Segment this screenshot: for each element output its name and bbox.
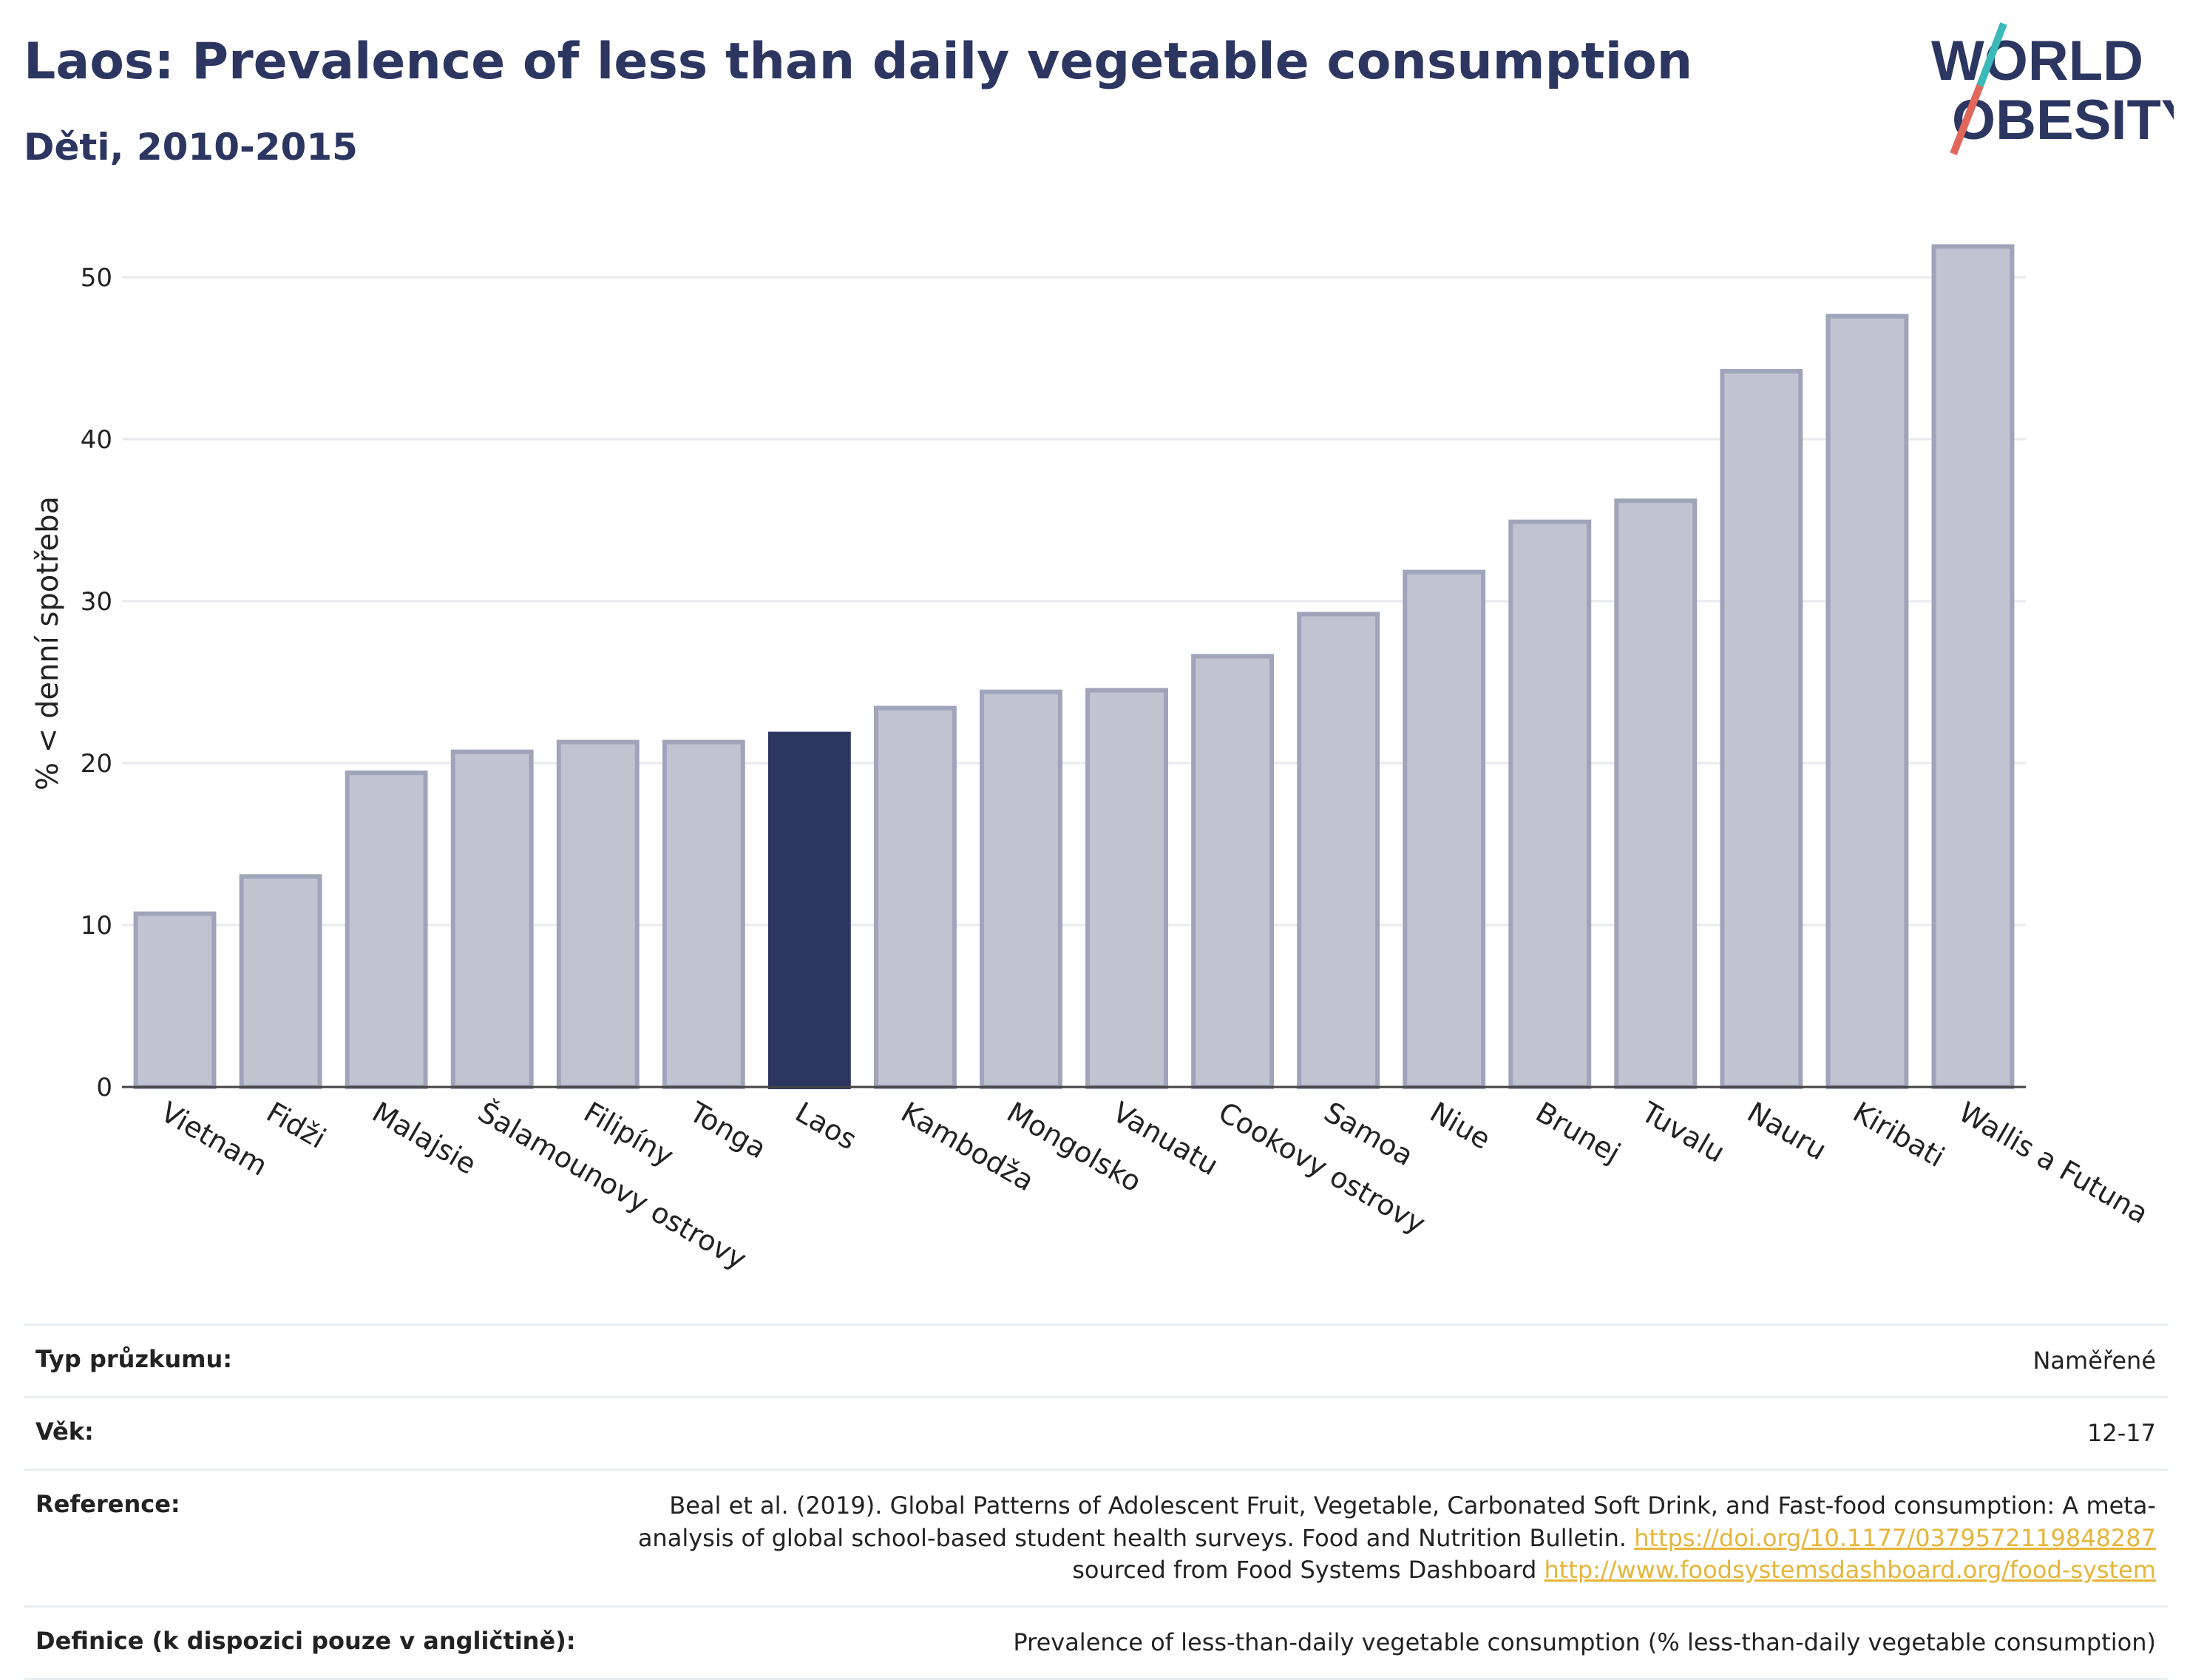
info-table: Typ průzkumu: Naměřené Věk: 12-17 Refere…	[24, 1323, 2168, 1680]
bar-fid-i	[239, 874, 322, 1090]
bar-brunej	[1508, 519, 1592, 1089]
bar-vietnam	[133, 911, 217, 1090]
reference-mid-text: sourced from Food Systems Dashboard	[1072, 1555, 1537, 1584]
reference-value: Beal et al. (2019). Global Patterns of A…	[609, 1469, 2168, 1607]
reference-doi-link[interactable]: https://doi.org/10.1177/0379572119848287	[1634, 1523, 2156, 1552]
logo-slash-red	[1950, 84, 1984, 155]
logo-line2: OBESITY	[1952, 89, 2174, 152]
logo-line1: WORLD	[1931, 30, 2143, 92]
bar--alamounovy-ostrovy	[450, 749, 534, 1089]
bar-malajsie	[345, 770, 428, 1089]
definition-value: Prevalence of less-than-daily vegetable …	[609, 1605, 2168, 1680]
bar-samoa	[1297, 612, 1380, 1089]
info-row-survey-type: Typ průzkumu: Naměřené	[24, 1323, 2168, 1398]
definition-label: Definice (k dispozici pouze v angličtině…	[24, 1605, 609, 1680]
info-row-age: Věk: 12-17	[24, 1396, 2168, 1470]
survey-type-value: Naměřené	[609, 1323, 2168, 1398]
bar-mongolsko	[980, 689, 1062, 1089]
reference-label: Reference:	[24, 1469, 609, 1607]
reference-text: Beal et al. (2019). Global Patterns of A…	[637, 1491, 2156, 1552]
bar-cookovy-ostrovy	[1191, 654, 1275, 1089]
y-tick-label: 50	[81, 263, 112, 293]
world-obesity-logo: WORLD OBESITY	[1931, 22, 2174, 155]
bar-kiribati	[1825, 314, 1909, 1089]
x-tick-label: Vietnam	[155, 1096, 273, 1182]
x-tick-label: Tonga	[683, 1095, 771, 1165]
bar-vanuatu	[1085, 688, 1168, 1089]
x-tick-label: Malajsie	[367, 1096, 482, 1181]
x-tick-label: Laos	[790, 1096, 862, 1156]
bar-kambod-a	[873, 705, 957, 1089]
reference-dashboard-link[interactable]: http://www.foodsystemsdashboard.org/food…	[1544, 1555, 2156, 1584]
x-tick-label: Kiribati	[1848, 1096, 1950, 1173]
bar-wallis-a-futuna	[1931, 244, 2015, 1089]
info-row-reference: Reference: Beal et al. (2019). Global Pa…	[24, 1469, 2168, 1607]
y-axis-ticks: 0 10 20 30 40 50	[81, 263, 112, 1102]
y-tick-label: 0	[96, 1073, 112, 1102]
bar-tonga	[662, 739, 745, 1090]
bar-filip-ny	[556, 739, 640, 1090]
y-axis-title: % < denní spotřeba	[31, 496, 65, 790]
y-tick-label: 30	[81, 587, 112, 617]
bar-nauru	[1720, 369, 1803, 1089]
info-row-definition: Definice (k dispozici pouze v angličtině…	[24, 1605, 2168, 1680]
x-tick-label: Wallis a Futuna	[1953, 1096, 2154, 1230]
x-tick-label: Nauru	[1742, 1096, 1832, 1167]
age-value: 12-17	[609, 1396, 2168, 1470]
x-tick-label: Niue	[1425, 1096, 1496, 1156]
survey-type-label: Typ průzkumu:	[24, 1323, 609, 1398]
bar-niue	[1403, 569, 1486, 1089]
x-tick-label: Tuvalu	[1635, 1095, 1730, 1169]
x-tick-label: Brunej	[1530, 1096, 1626, 1170]
logo-slash-teal	[1976, 22, 2007, 87]
bar-tuvalu	[1614, 498, 1698, 1089]
bar-laos	[767, 731, 851, 1090]
y-tick-label: 20	[81, 749, 112, 779]
y-tick-label: 10	[81, 911, 112, 941]
age-label: Věk:	[24, 1396, 609, 1470]
x-tick-label: Fidži	[261, 1096, 331, 1155]
chart-subtitle: Děti, 2010-2015	[24, 126, 358, 169]
y-tick-label: 40	[81, 425, 112, 455]
chart-title: Laos: Prevalence of less than daily vege…	[24, 33, 1693, 91]
bars	[133, 244, 2015, 1090]
gridlines	[122, 276, 2026, 927]
